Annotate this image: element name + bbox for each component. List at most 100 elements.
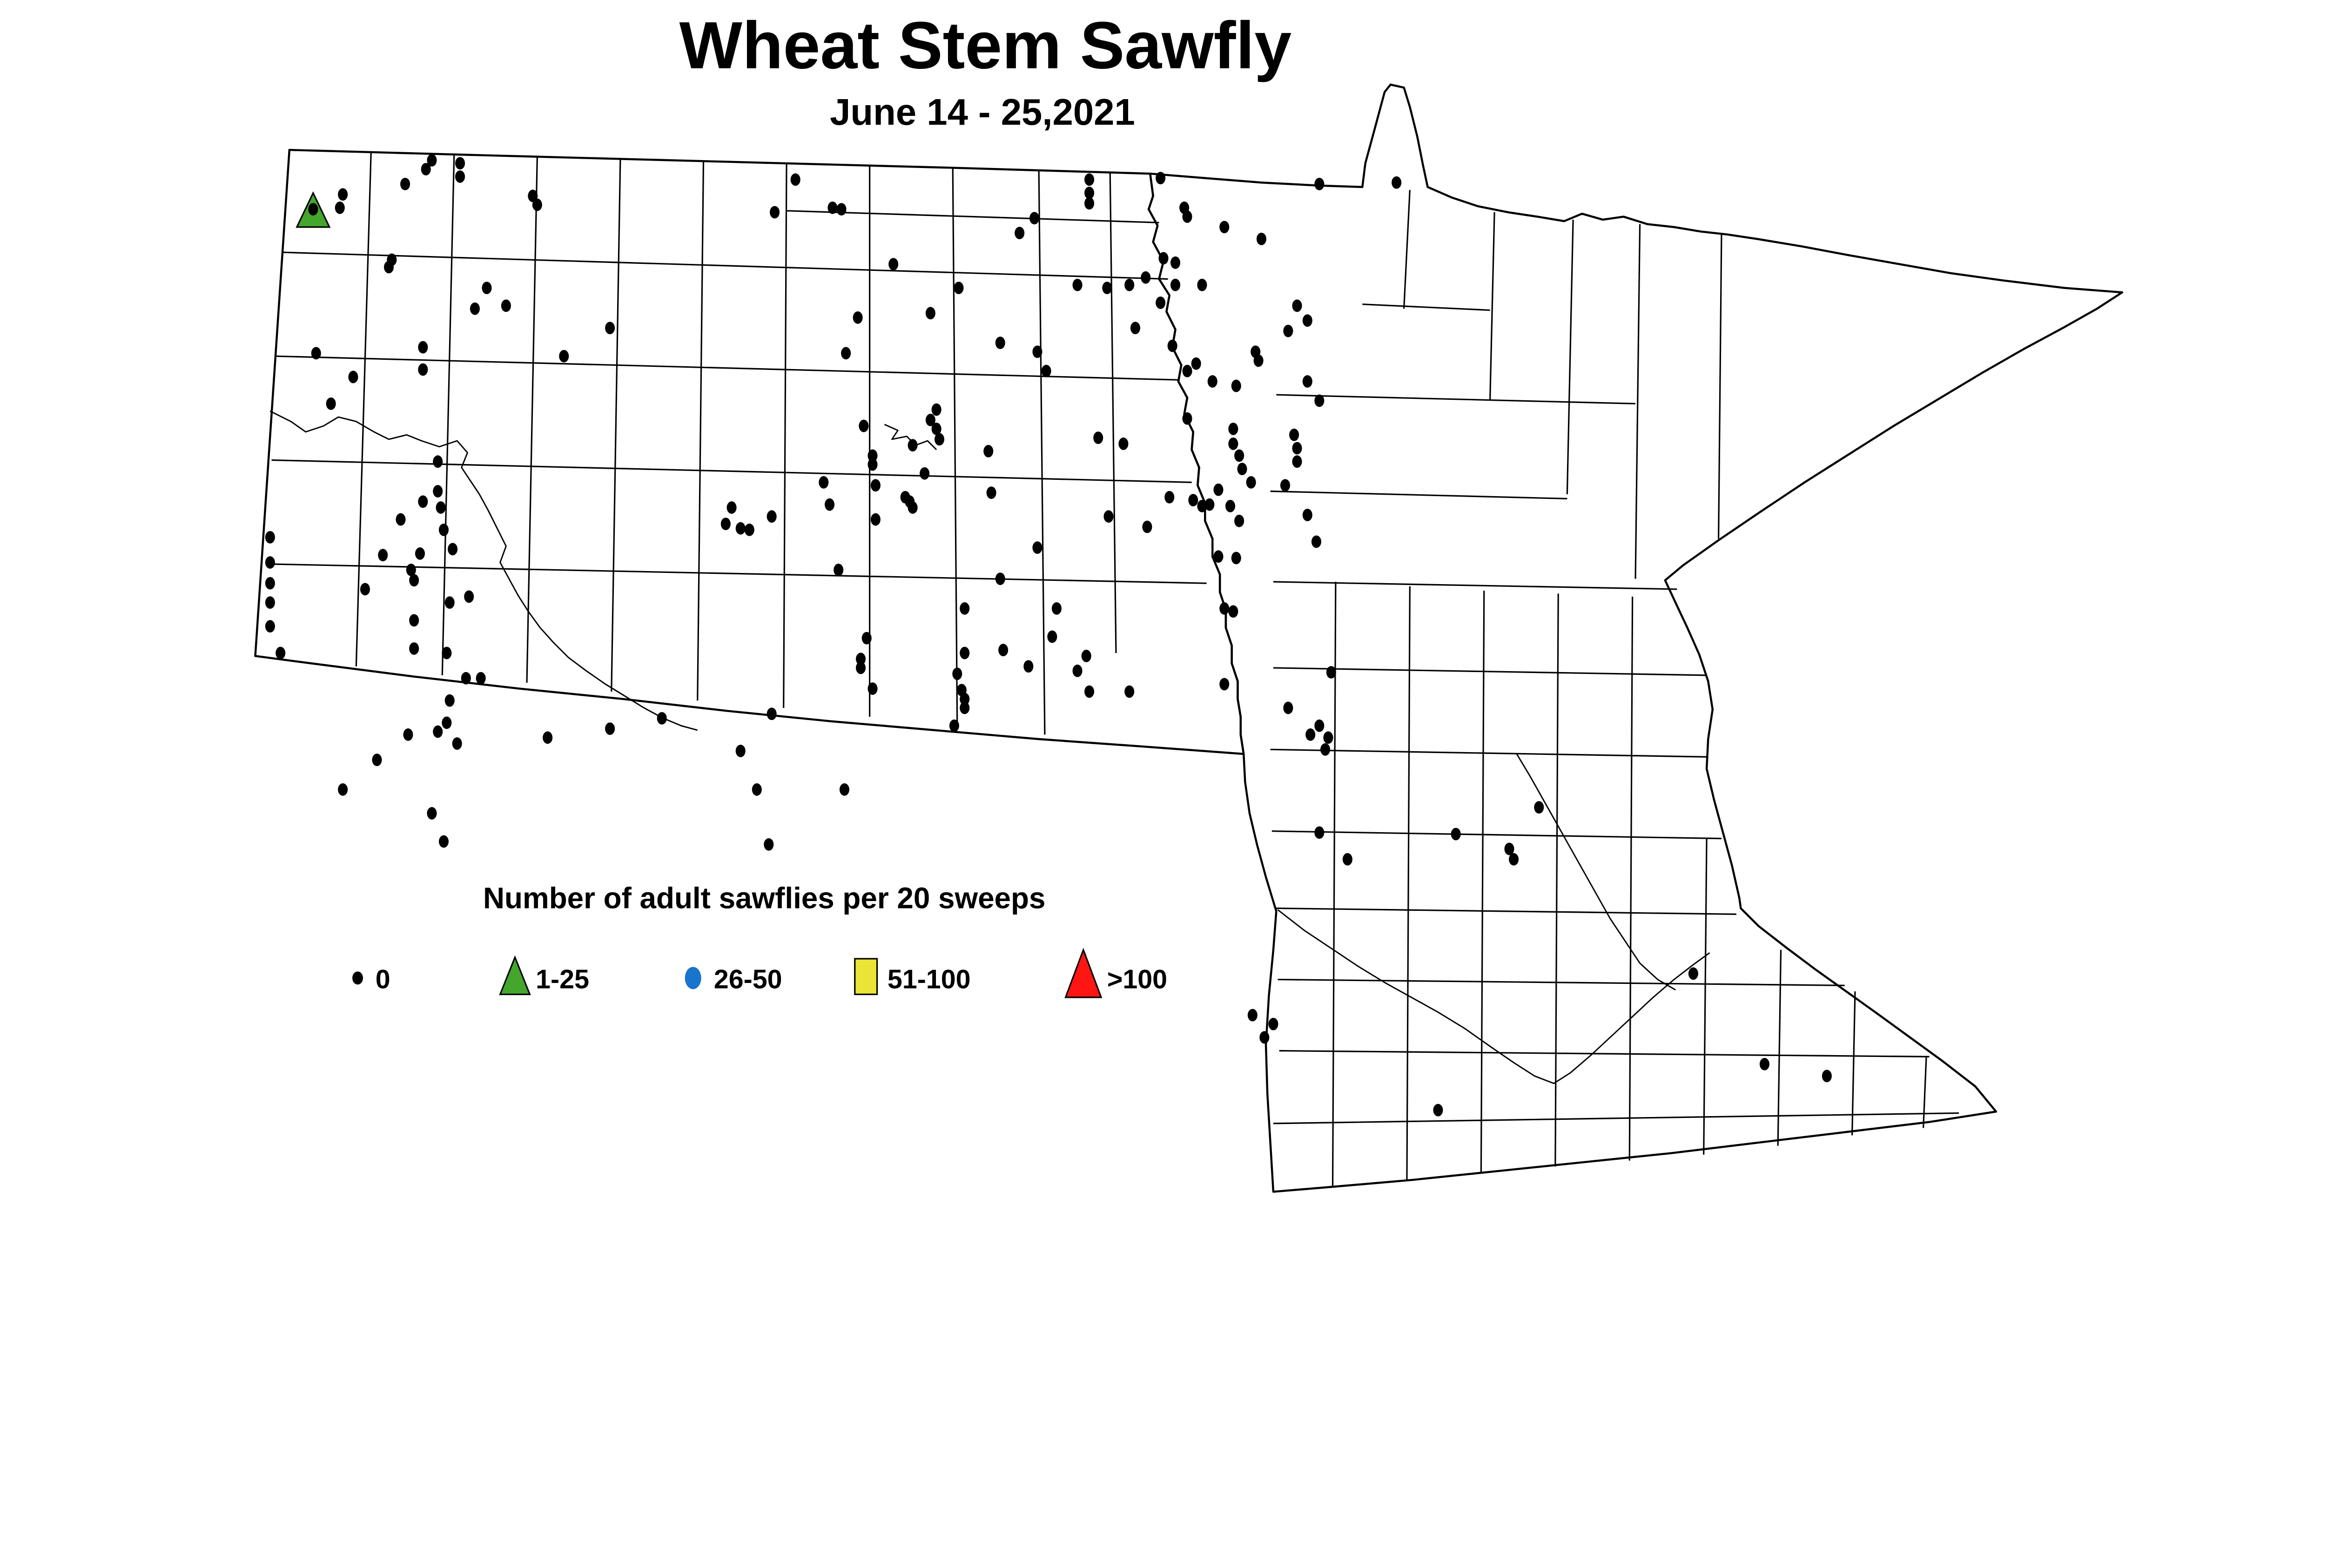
devils-lake-shore — [884, 424, 937, 451]
zero-dot — [543, 731, 553, 744]
zero-dot — [1130, 322, 1140, 335]
zero-dot — [836, 203, 847, 216]
zero-dot — [1072, 664, 1083, 677]
zero-dot — [1504, 842, 1514, 855]
zero-dot — [470, 302, 480, 315]
zero-dot — [1228, 605, 1238, 618]
zero-dot — [409, 614, 419, 627]
zero-dot — [1822, 1070, 1832, 1083]
zero-dot — [1259, 1031, 1270, 1044]
zero-count-dots — [265, 154, 1832, 1117]
zero-dot — [1305, 728, 1316, 741]
zero-dot — [1084, 685, 1095, 698]
zero-dot — [1759, 1057, 1769, 1070]
zero-dot — [1228, 423, 1238, 435]
zero-dot — [825, 498, 835, 511]
zero-dot — [442, 716, 452, 729]
legend-label-over-100: >100 — [1107, 965, 1167, 995]
zero-dot — [1302, 314, 1312, 327]
zero-dot — [744, 523, 754, 536]
zero-dot — [1124, 278, 1135, 291]
zero-dot — [767, 510, 777, 523]
zero-dot — [868, 449, 878, 462]
zero-dot — [1231, 379, 1241, 392]
zero-dot — [1342, 853, 1352, 866]
zero-dot — [870, 479, 881, 492]
zero-dot — [1170, 278, 1181, 291]
zero-dot — [720, 518, 731, 531]
figure: Wheat Stem Sawfly June 14 - 25,2021 Numb… — [254, 8, 2124, 1193]
zero-dot — [311, 347, 321, 360]
zero-dot — [1156, 172, 1166, 185]
zero-dot — [735, 522, 746, 535]
zero-dot — [861, 632, 872, 645]
legend-yellow-square-icon — [854, 958, 878, 996]
zero-dot — [396, 513, 406, 526]
zero-dot — [1084, 187, 1095, 199]
zero-dot — [1451, 828, 1461, 841]
zero-dot — [265, 556, 275, 569]
zero-dot — [995, 572, 1005, 585]
zero-dot — [1688, 967, 1698, 980]
zero-dot — [403, 728, 413, 741]
zero-dot — [1167, 339, 1177, 352]
zero-dot — [1237, 463, 1247, 476]
legend-title: Number of adult sawflies per 20 sweeps — [483, 882, 1045, 915]
legend-zero-dot-icon — [352, 971, 363, 985]
zero-dot — [433, 455, 443, 468]
zero-dot — [409, 642, 419, 655]
zero-dot — [657, 712, 667, 725]
zero-dot — [1084, 197, 1095, 210]
zero-dot — [1283, 701, 1293, 714]
zero-dot — [1314, 394, 1325, 407]
zero-dot — [461, 672, 471, 685]
zero-dot — [1231, 552, 1241, 565]
zero-dot — [931, 423, 942, 435]
zero-dot — [605, 322, 615, 335]
legend: Number of adult sawflies per 20 sweeps 0… — [352, 882, 1167, 998]
zero-dot — [925, 414, 935, 426]
zero-dot — [1188, 494, 1198, 507]
zero-dot — [834, 564, 844, 576]
zero-dot — [1225, 499, 1236, 512]
zero-dot — [338, 188, 348, 201]
zero-dot — [735, 745, 746, 757]
zero-dot — [427, 807, 437, 820]
zero-dot — [819, 476, 829, 489]
zero-dot — [868, 682, 878, 695]
zero-dot — [960, 701, 970, 714]
zero-dot — [767, 707, 777, 720]
zero-dot — [949, 719, 959, 732]
zero-dot — [421, 163, 431, 175]
zero-dot — [265, 577, 275, 590]
zero-dot — [1228, 437, 1238, 450]
zero-dot — [455, 170, 465, 183]
zero-dot — [920, 467, 930, 480]
zero-dot — [1314, 826, 1325, 839]
zero-dot — [482, 282, 492, 295]
zero-dot — [908, 501, 918, 514]
zero-dot — [276, 646, 286, 660]
zero-dot — [476, 672, 486, 685]
zero-dot — [960, 693, 970, 706]
zero-dot — [444, 694, 455, 707]
zero-dot — [1289, 428, 1299, 441]
zero-dot — [1302, 375, 1312, 388]
zero-dot — [1164, 491, 1175, 504]
zero-dot — [1247, 1009, 1258, 1022]
zero-dot — [1142, 520, 1152, 533]
zero-dot — [1170, 256, 1181, 269]
zero-dot — [1103, 510, 1114, 523]
zero-dot — [954, 282, 964, 295]
zero-dot — [433, 485, 443, 498]
zero-dot — [1197, 278, 1207, 291]
zero-dot — [1326, 666, 1336, 679]
zero-dot — [1433, 1104, 1443, 1117]
zero-dot — [1118, 437, 1129, 450]
zero-dot — [308, 203, 318, 216]
minnesota-outline — [1147, 83, 2124, 1193]
zero-dot — [1182, 412, 1192, 425]
legend-green-triangle-icon — [499, 955, 531, 996]
zero-dot — [1280, 479, 1291, 492]
zero-dot — [859, 419, 869, 432]
